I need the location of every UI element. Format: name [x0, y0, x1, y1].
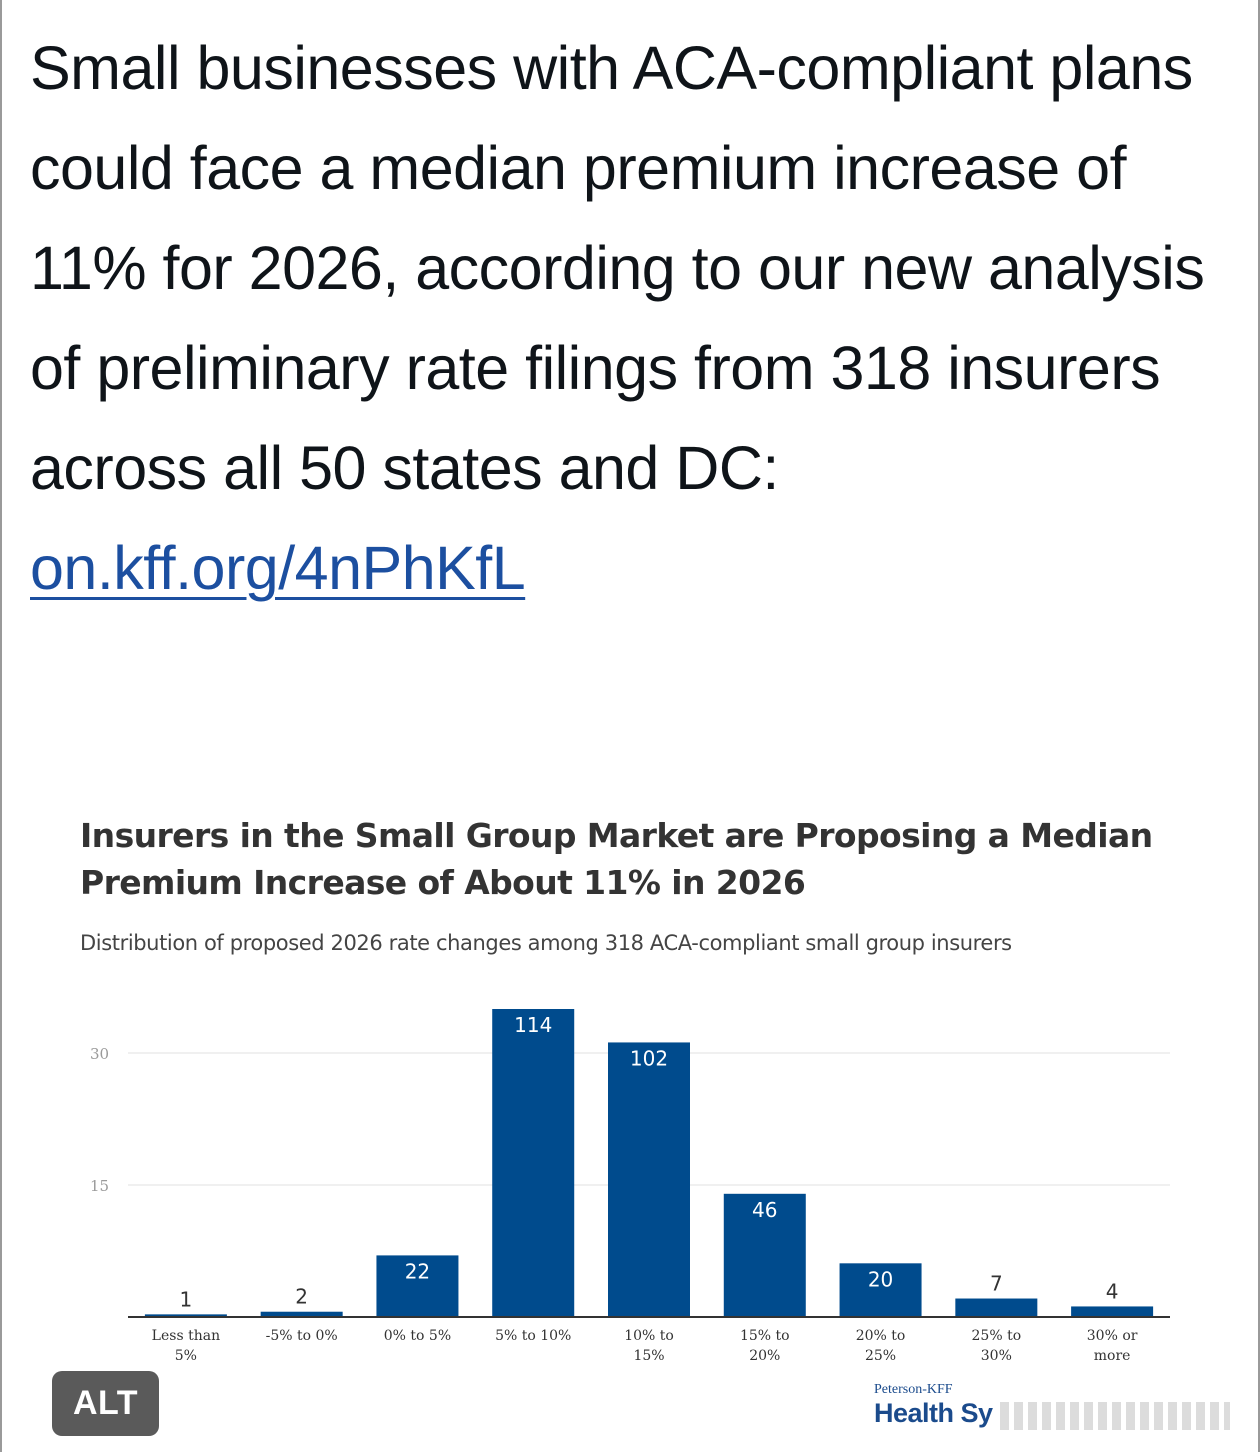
data-label: 2 — [295, 1285, 308, 1309]
data-label: 1 — [180, 1287, 193, 1311]
x-tick-label: Less than 5% — [152, 1328, 220, 1364]
bar — [1071, 1306, 1154, 1317]
bar — [955, 1298, 1038, 1317]
bar-chart: 30 15 1 Less than 5% 2 -5% to 0% 22 0% to 5% 114 5… — [90, 1009, 1170, 1364]
bar — [144, 1314, 227, 1317]
y-tick-label: 15 — [90, 1177, 109, 1195]
bar — [608, 1042, 690, 1317]
data-label: 102 — [630, 1046, 668, 1070]
bar — [376, 1255, 459, 1317]
bar — [723, 1193, 806, 1317]
post-link[interactable]: on.kff.org/4nPhKfL — [30, 534, 526, 602]
data-label: 46 — [752, 1198, 777, 1222]
logo-obscured-overlay — [1000, 1402, 1230, 1430]
alt-text-button[interactable]: ALT — [52, 1371, 159, 1436]
x-tick-label: 10% to 15% — [624, 1328, 674, 1364]
left-border — [0, 0, 2, 1452]
y-tick-label: 30 — [90, 1045, 109, 1063]
x-tick-label: 5% to 10% — [495, 1328, 571, 1344]
chart-image[interactable]: Insurers in the Small Group Market are P… — [60, 790, 1230, 1440]
data-label: 114 — [514, 1013, 552, 1037]
bar — [839, 1263, 922, 1317]
data-label: 4 — [1106, 1279, 1119, 1303]
data-label: 7 — [990, 1272, 1003, 1296]
source-logo-line1: Peterson-KFF — [874, 1382, 953, 1397]
x-tick-label: 25% to 30% — [972, 1328, 1022, 1364]
post-body: Small businesses with ACA-compliant plan… — [30, 34, 1205, 502]
source-logo-line2: Health Sy — [874, 1398, 993, 1428]
x-tick-label: -5% to 0% — [266, 1328, 338, 1344]
source-logo: Peterson-KFF Health Sy — [874, 1382, 1230, 1432]
right-border — [1258, 0, 1260, 1452]
bar — [492, 1009, 575, 1317]
x-tick-label: 15% to 20% — [740, 1328, 790, 1364]
data-label: 22 — [405, 1259, 430, 1283]
x-tick-label: 30% or more — [1087, 1328, 1138, 1364]
x-tick-label: 0% to 5% — [384, 1328, 451, 1344]
x-tick-label: 20% to 25% — [856, 1328, 906, 1364]
data-label: 20 — [868, 1267, 893, 1291]
bar — [260, 1311, 343, 1317]
chart-title: Insurers in the Small Group Market are P… — [80, 816, 1153, 902]
post-text: Small businesses with ACA-compliant plan… — [30, 18, 1230, 618]
chart-subtitle: Distribution of proposed 2026 rate chang… — [80, 931, 1012, 955]
